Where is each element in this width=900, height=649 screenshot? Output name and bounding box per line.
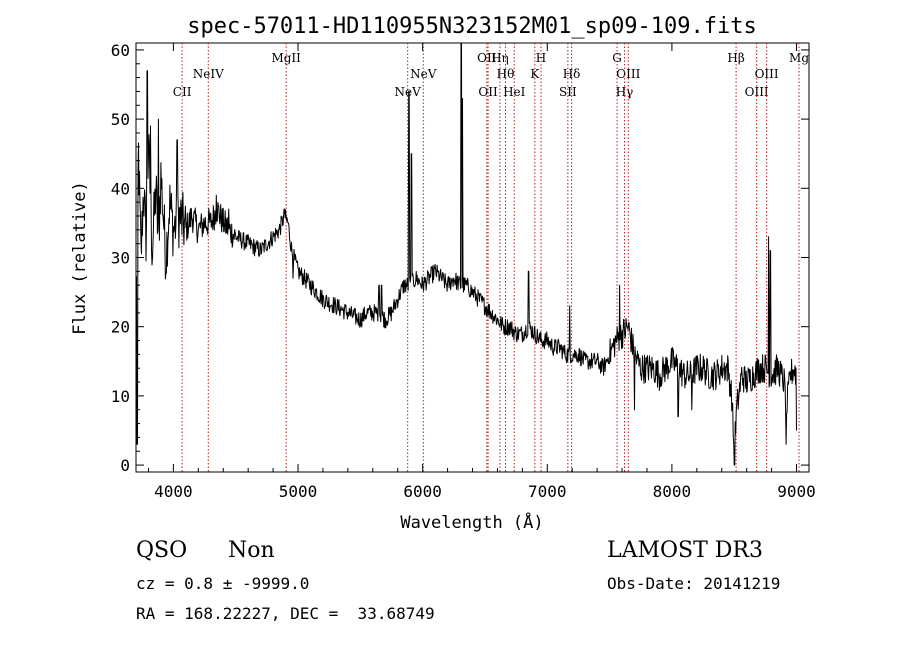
y-tick-label: 10 [111,387,130,406]
line-marker-label: OII [478,85,498,99]
spectrum-series [135,42,797,466]
line-marker-label: OIII [745,85,769,99]
chart-title: spec-57011-HD110955N323152M01_sp09-109.f… [187,14,757,39]
line-marker-label: G [612,51,622,65]
x-tick-label: 7000 [528,482,567,501]
spectrum-chart: spec-57011-HD110955N323152M01_sp09-109.f… [70,14,816,533]
y-tick-label: 0 [120,456,130,475]
x-tick-label: 9000 [777,482,816,501]
line-marker-label: H [536,51,546,65]
x-tick-label: 4000 [154,482,193,501]
object-subclass: Non [228,538,275,563]
line-marker-label: NeIV [193,67,224,81]
y-axis: 0 10 20 30 40 50 60 [111,41,809,475]
y-tick-label: 60 [111,41,130,60]
line-marker-label: HeI [503,85,526,99]
line-marker-label: NeV [395,85,422,99]
observation-date: Obs-Date: 20141219 [607,574,781,593]
line-marker-label: CII [173,85,192,99]
redshift-readout: cz = 0.8 ± -9999.0 [136,574,310,593]
survey-name: LAMOST DR3 [607,538,763,563]
line-marker-label: MgII [271,51,301,65]
x-axis: 4000 5000 6000 7000 8000 9000 [147,43,816,501]
x-tick-label: 6000 [403,482,442,501]
y-tick-label: 30 [111,249,130,268]
y-tick-label: 50 [111,110,130,129]
line-marker-label: OIII [755,67,779,81]
line-marker-label: Hθ [497,67,515,81]
line-marker-label: NeV [410,67,437,81]
line-marker-label: SII [559,85,577,99]
x-axis-label: Wavelength (Å) [400,511,543,533]
x-tick-label: 5000 [279,482,318,501]
line-marker-label: Hγ [616,85,634,99]
coordinates-readout: RA = 168.22227, DEC = 33.68749 [136,604,435,623]
plot-frame [135,42,810,473]
line-marker-label: OIII [616,67,640,81]
y-axis-label: Flux (relative) [70,181,90,335]
object-class: QSO [136,538,188,563]
spectrum-line [135,42,797,466]
line-marker-label: OII [477,51,497,65]
line-marker-label: Hδ [563,67,581,81]
line-marker-label: Hη [491,51,509,65]
y-tick-label: 40 [111,179,130,198]
y-tick-label: 20 [111,318,130,337]
line-marker-label: K [530,67,540,81]
line-marker-label: Hβ [727,51,744,65]
x-tick-label: 8000 [653,482,692,501]
line-marker-label: Mg [789,51,809,65]
